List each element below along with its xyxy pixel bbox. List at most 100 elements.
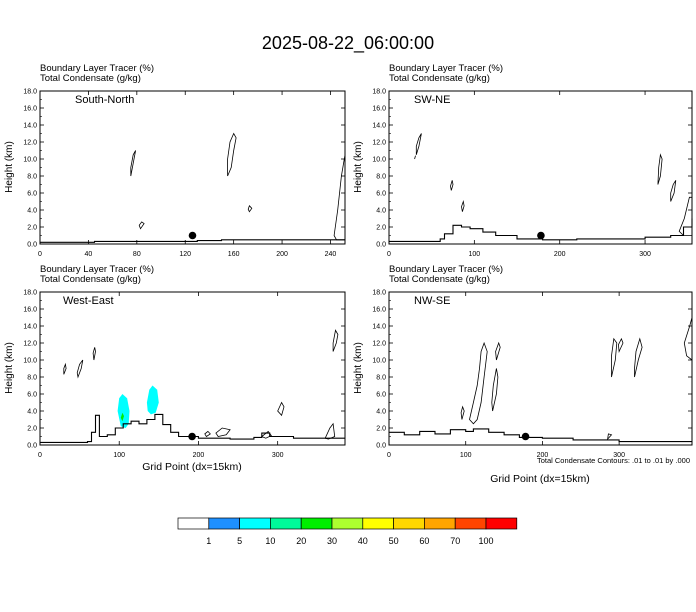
y-tick-label: 8.0 — [27, 375, 37, 382]
y-tick-label: 12.0 — [372, 140, 386, 147]
panel-header-condensate: Total Condensate (g/kg) — [389, 73, 490, 84]
terrain-line — [40, 413, 345, 443]
y-tick-label: 0.0 — [376, 242, 386, 249]
plot-area-0: 0.0 2.0 4.0 6.0 8.0 10.0 12.0 14.0 16.0 18.0 0 40 80… — [23, 89, 346, 258]
colorbar-label: 20 — [296, 536, 306, 546]
y-tick-label: 2.0 — [376, 225, 386, 232]
condensate-contour — [617, 337, 624, 353]
panel-label: South-North — [75, 94, 134, 106]
panel-label: SW-NE — [414, 94, 450, 106]
colorbar-label: 40 — [358, 536, 368, 546]
y-tick-label: 16.0 — [372, 307, 386, 314]
condensate-contour — [63, 362, 67, 375]
colorbar-label: 10 — [265, 536, 275, 546]
colorbar-swatch — [454, 517, 487, 530]
y-tick-label: 8.0 — [27, 174, 37, 181]
condensate-contour — [461, 199, 465, 212]
colorbar-label: 70 — [450, 536, 460, 546]
y-tick-label: 8.0 — [376, 375, 386, 382]
condensate-contour — [670, 180, 677, 202]
y-tick-label: 10.0 — [23, 157, 37, 164]
panel-nw-se: Boundary Layer Tracer (%) Total Condensa… — [353, 264, 690, 485]
panel-header-condensate: Total Condensate (g/kg) — [40, 73, 141, 84]
condensate-contour — [247, 205, 253, 213]
colorbar-label: 60 — [419, 536, 429, 546]
panel-sw-ne: Boundary Layer Tracer (%) Total Condensa… — [353, 63, 503, 193]
condensate-contour — [495, 341, 501, 361]
y-tick-label: 8.0 — [376, 174, 386, 181]
plot-frame — [388, 291, 693, 446]
x-tick-label: 200 — [276, 251, 288, 258]
tracer-shade — [146, 385, 159, 415]
terrain-line — [389, 428, 692, 443]
y-tick-label: 14.0 — [372, 123, 386, 130]
plot-frame — [388, 90, 693, 245]
colorbar-swatch — [485, 517, 518, 530]
colorbar-swatch — [208, 517, 240, 530]
colorbar-label: 1 — [206, 536, 211, 546]
y-axis-label: Height (km) — [353, 141, 364, 193]
x-axis-label: Grid Point (dx=15km) — [142, 461, 242, 473]
y-tick-label: 18.0 — [372, 290, 386, 297]
y-axis-label: Height (km) — [353, 342, 364, 394]
panel-header-tracer: Boundary Layer Tracer (%) — [389, 63, 503, 74]
colorbar-swatch — [300, 517, 333, 530]
condensate-contour — [204, 430, 211, 438]
x-tick-label: 160 — [228, 251, 240, 258]
plot-frame — [39, 291, 346, 446]
x-tick-label: 200 — [554, 251, 566, 258]
location-marker — [537, 231, 545, 240]
condensate-contour — [130, 150, 136, 177]
condensate-contour — [611, 337, 618, 378]
x-tick-label: 240 — [325, 251, 337, 258]
colorbar-swatch — [331, 517, 364, 530]
condensate-contour — [657, 153, 663, 185]
y-tick-label: 12.0 — [372, 341, 386, 348]
y-tick-label: 16.0 — [23, 307, 37, 314]
condensate-contour — [76, 359, 84, 379]
location-marker — [188, 231, 197, 240]
plot-areas: 0.0 2.0 4.0 6.0 8.0 10.0 12.0 14.0 16.0 18.0 0 40 80… — [23, 89, 693, 459]
plot-frame — [39, 90, 346, 245]
y-tick-label: 2.0 — [376, 426, 386, 433]
panel-header-condensate: Total Condensate (g/kg) — [40, 274, 141, 285]
contour-note: Total Condensate Contours: .01 to .01 by… — [537, 456, 690, 465]
y-tick-label: 18.0 — [23, 290, 37, 297]
panel-label: West-East — [63, 295, 114, 307]
x-tick-label: 0 — [38, 452, 42, 459]
y-tick-label: 6.0 — [376, 191, 386, 198]
condensate-contour — [469, 341, 488, 425]
colorbar-label: 30 — [327, 536, 337, 546]
colorbar-label: 50 — [389, 536, 399, 546]
condensate-contour — [277, 401, 285, 417]
condensate-contour — [324, 422, 336, 440]
x-tick-label: 100 — [460, 452, 472, 459]
condensate-contour — [683, 317, 693, 361]
panel-header-tracer: Boundary Layer Tracer (%) — [40, 63, 154, 74]
panel-header-condensate: Total Condensate (g/kg) — [389, 274, 490, 285]
y-axis-label: Height (km) — [4, 141, 15, 193]
y-tick-label: 14.0 — [372, 324, 386, 331]
x-tick-label: 300 — [639, 251, 651, 258]
y-tick-label: 4.0 — [27, 409, 37, 416]
panel-west-east: Boundary Layer Tracer (%) Total Condensa… — [4, 264, 242, 473]
x-tick-label: 300 — [272, 452, 284, 459]
y-tick-label: 12.0 — [23, 341, 37, 348]
x-tick-label: 200 — [193, 452, 205, 459]
y-tick-label: 14.0 — [23, 324, 37, 331]
condensate-contour — [678, 196, 693, 236]
location-marker — [521, 432, 530, 441]
y-axis-label: Height (km) — [4, 342, 15, 394]
colorbar-label: 100 — [478, 536, 493, 546]
y-tick-label: 6.0 — [27, 392, 37, 399]
tracer-shade — [120, 412, 124, 422]
x-tick-label: 200 — [537, 452, 549, 459]
condensate-contour — [138, 221, 145, 230]
condensate-contour — [634, 337, 643, 378]
condensate-contour — [415, 133, 422, 155]
panel-south-north: Boundary Layer Tracer (%) Total Condensa… — [4, 63, 154, 193]
terrain-line — [40, 239, 345, 243]
x-tick-label: 80 — [133, 251, 141, 258]
x-tick-label: 300 — [613, 452, 625, 459]
